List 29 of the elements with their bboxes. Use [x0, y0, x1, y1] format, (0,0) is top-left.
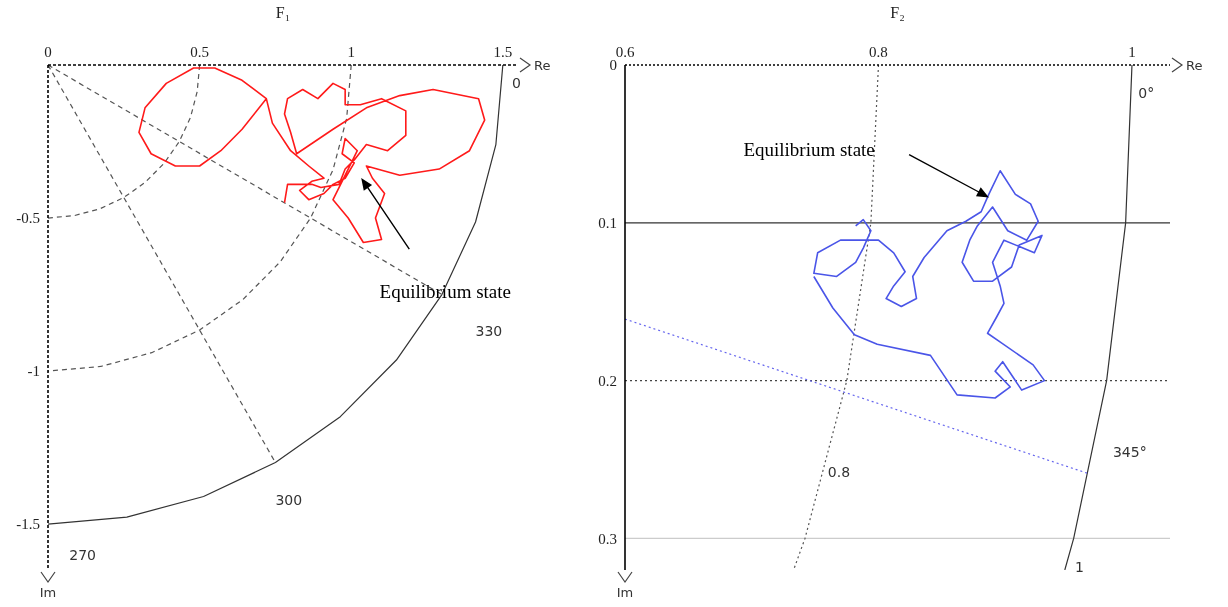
- x-tick-label: 1: [1128, 44, 1136, 60]
- y-axis-title: Im: [39, 585, 57, 600]
- chart-title: F₁: [275, 4, 291, 21]
- y-tick-label: -0.5: [16, 210, 40, 227]
- y-tick-label: 0.3: [598, 530, 617, 547]
- x-tick-label: 0.6: [615, 44, 635, 60]
- x-axis-title: Re: [534, 58, 551, 73]
- annotation: 1: [1074, 558, 1084, 575]
- annotation: 345°: [1112, 443, 1147, 460]
- y-tick-label: 0.2: [598, 372, 617, 389]
- y-tick-label: -1: [27, 363, 40, 380]
- x-tick-label: 1.5: [493, 44, 513, 60]
- annotation: 330: [475, 323, 503, 340]
- y-tick-label: -1.5: [16, 516, 40, 533]
- annotation: 300: [275, 491, 303, 508]
- chart-title: F₂: [890, 4, 905, 21]
- x-tick-label: 0.8: [869, 44, 888, 60]
- x-tick-label: 1: [347, 44, 355, 60]
- y-tick-label: 0: [609, 57, 617, 74]
- x-tick-label: 0: [44, 44, 52, 60]
- x-tick-label: 0.5: [190, 44, 209, 60]
- annotation: 0°: [1138, 85, 1155, 102]
- x-axis-title: Re: [1186, 58, 1203, 73]
- y-axis-title: Im: [616, 585, 634, 600]
- annotation: 270: [69, 546, 96, 563]
- annotation: 0: [511, 75, 521, 92]
- annotation: Equilibrium state: [743, 138, 875, 160]
- y-tick-label: 0.1: [598, 215, 617, 232]
- annotation: 0.8: [827, 464, 851, 481]
